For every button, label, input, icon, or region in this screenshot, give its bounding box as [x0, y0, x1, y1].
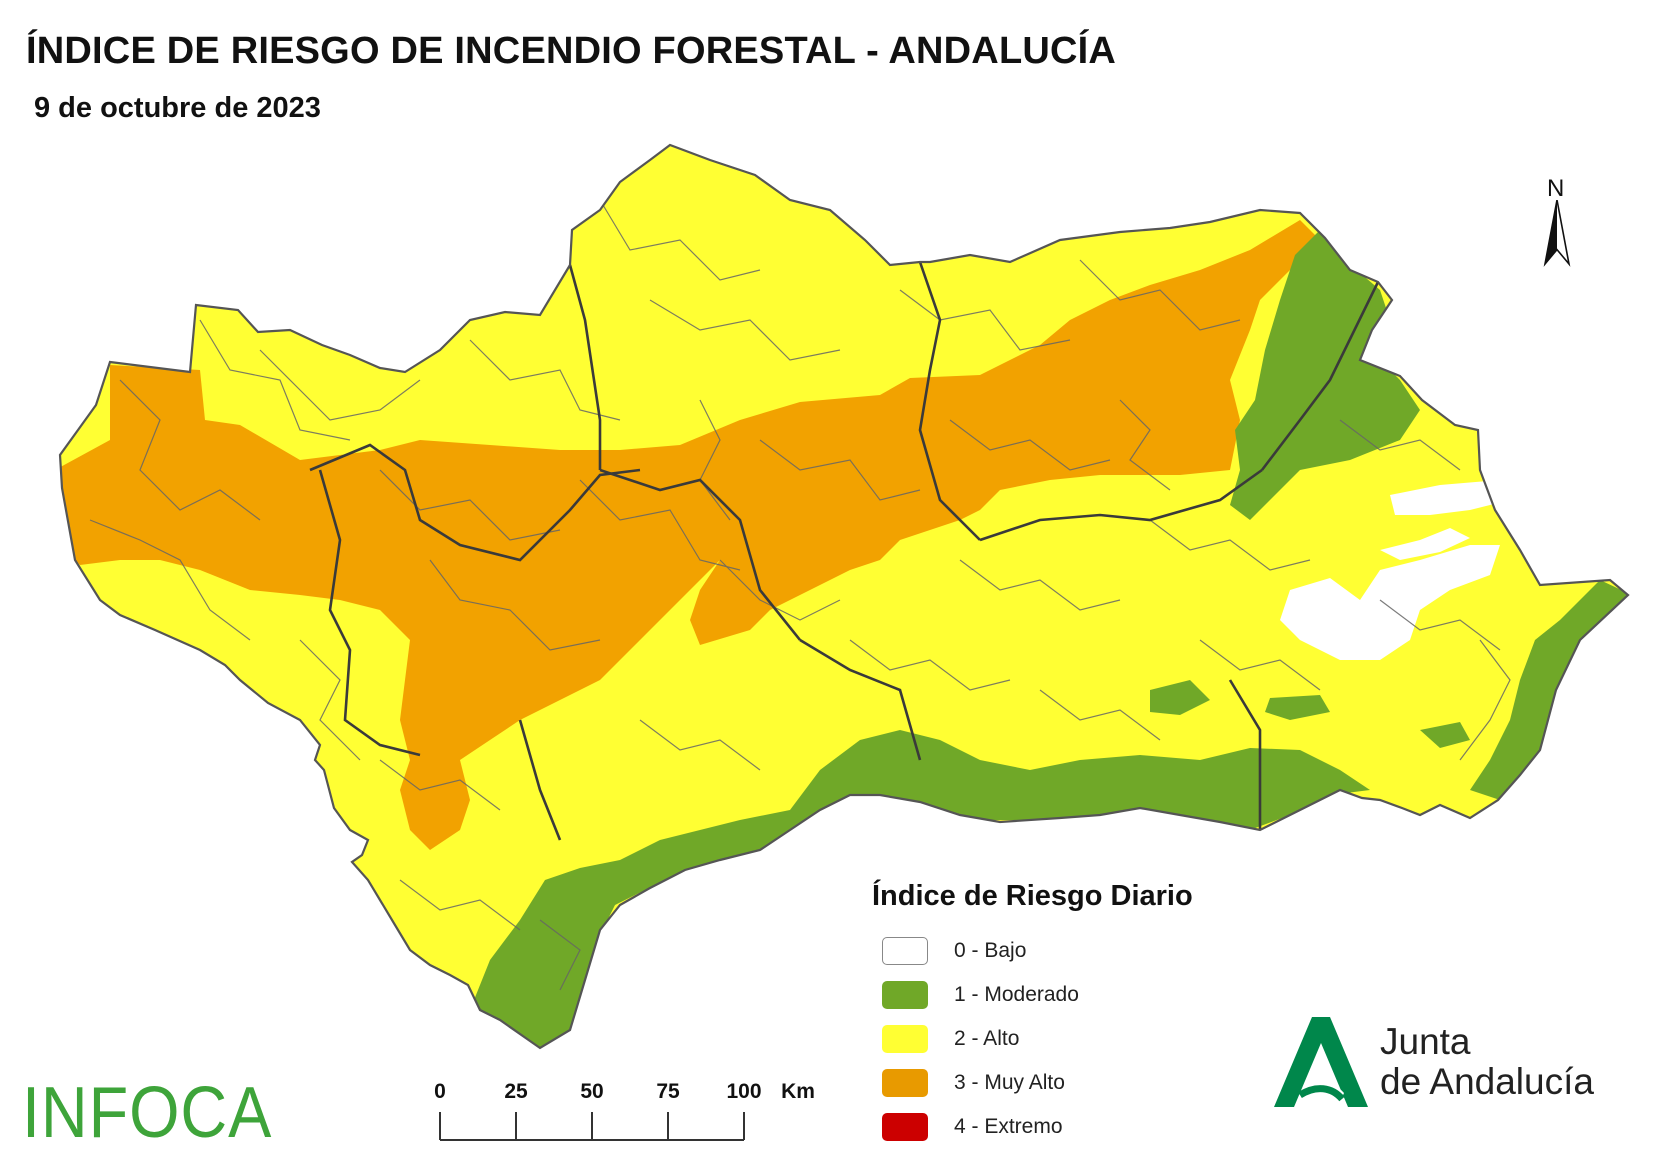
map-title: ÍNDICE DE RIESGO DE INCENDIO FORESTAL - … [26, 30, 1117, 72]
zone-moderado-patch-2 [1265, 695, 1330, 720]
legend-item: 1 - Moderado [872, 973, 1193, 1017]
legend-title: Índice de Riesgo Diario [872, 880, 1193, 912]
legend-swatch-moderado [882, 981, 928, 1009]
legend-label: 3 - Muy Alto [954, 1071, 1065, 1094]
legend-swatch-bajo [882, 937, 928, 965]
scale-unit: Km [781, 1080, 815, 1103]
legend-label: 0 - Bajo [954, 939, 1027, 962]
legend: Índice de Riesgo Diario 0 - Bajo 1 - Mod… [872, 880, 1193, 1149]
north-label: N [1547, 175, 1565, 202]
province-boundaries [309, 261, 1380, 841]
legend-label: 1 - Moderado [954, 983, 1079, 1006]
zone-bajo-2 [1280, 545, 1500, 660]
zone-moderado-patch-3 [1420, 722, 1470, 748]
legend-item: 2 - Alto [872, 1017, 1193, 1061]
scale-tick-75: 75 [656, 1080, 680, 1103]
scale-bar [439, 1112, 745, 1141]
legend-item: 4 - Extremo [872, 1105, 1193, 1149]
legend-label: 2 - Alto [954, 1027, 1020, 1050]
zone-bajo-3 [1380, 528, 1470, 560]
junta-andalucia-logo-icon [1274, 1017, 1368, 1107]
legend-swatch-muy-alto [882, 1069, 928, 1097]
junta-andalucia-wordmark: Junta de Andalucía [1380, 1022, 1594, 1102]
zone-muy-alto [60, 220, 1320, 850]
scale-tick-25: 25 [504, 1080, 528, 1103]
legend-swatch-alto [882, 1025, 928, 1053]
junta-text-line2: de Andalucía [1380, 1061, 1594, 1102]
legend-item: 0 - Bajo [872, 929, 1193, 973]
infoca-logo: INFOCA [22, 1073, 273, 1153]
map-date: 9 de octubre de 2023 [34, 92, 321, 124]
municipal-boundaries [89, 199, 1511, 991]
scale-tick-0: 0 [434, 1080, 446, 1103]
legend-swatch-extremo [882, 1113, 928, 1141]
scale-labels: 0 25 50 75 100 Km [420, 1080, 840, 1110]
legend-item: 3 - Muy Alto [872, 1061, 1193, 1105]
scale-tick-50: 50 [580, 1080, 604, 1103]
legend-label: 4 - Extremo [954, 1115, 1063, 1138]
scale-tick-100: 100 [726, 1080, 762, 1103]
north-arrow-icon [1543, 200, 1571, 267]
junta-text-line1: Junta [1380, 1021, 1471, 1062]
zone-moderado-patch-1 [1150, 680, 1210, 715]
